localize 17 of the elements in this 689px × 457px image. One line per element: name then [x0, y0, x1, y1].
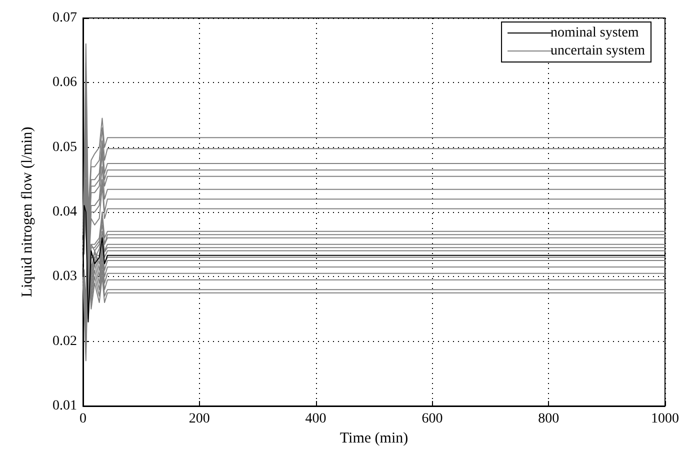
- y-tick-label: 0.05: [52, 140, 77, 155]
- x-tick-label: 0: [80, 412, 86, 426]
- x-tick-label: 1000: [651, 412, 679, 426]
- y-tick-label: 0.06: [52, 75, 77, 90]
- y-tick-label: 0.04: [52, 204, 77, 220]
- legend-label: nominal system: [550, 26, 639, 40]
- y-axis-title: Liquid nitrogen flow (l/min): [20, 126, 36, 298]
- x-tick-label: 400: [305, 412, 326, 426]
- x-axis-title: Time (min): [340, 430, 408, 446]
- x-tick-label: 200: [188, 412, 210, 426]
- y-tick-label: 0.02: [52, 334, 77, 349]
- y-tick-label: 0.03: [52, 269, 77, 284]
- legend-label: uncertain system: [550, 44, 646, 58]
- x-tick-label: 600: [422, 412, 443, 426]
- y-tick-label: 0.07: [52, 10, 77, 26]
- x-tick-label: 800: [538, 412, 560, 426]
- y-tick-label: 0.01: [52, 398, 77, 414]
